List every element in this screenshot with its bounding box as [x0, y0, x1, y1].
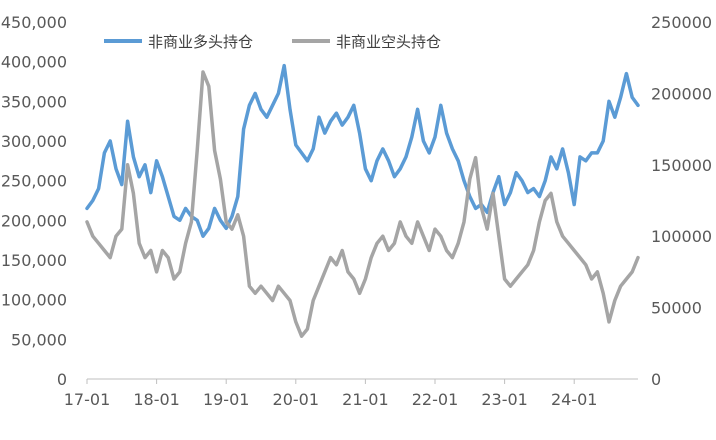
x-tick-label: 17-01	[64, 390, 111, 409]
y-left-tick-label: 400,000	[1, 53, 67, 72]
series-line-long	[85, 63, 640, 238]
y-right-tick-label: 50000	[651, 299, 702, 318]
y-left-tick-label: 200,000	[1, 211, 67, 230]
axes: 17-01 18-01 19-01 20-01 21-01 22-01 23-01 24-01…	[1, 13, 712, 409]
y-right-tick-label: 150000	[651, 156, 712, 175]
y-right-tick-label: 0	[651, 370, 661, 389]
legend-label-short: 非商业空头持仓	[336, 33, 441, 51]
series-layer	[85, 63, 640, 338]
y-left-tick-label: 0	[57, 370, 67, 389]
x-tick-label: 22-01	[412, 390, 459, 409]
y-left-tick-label: 350,000	[1, 92, 67, 111]
y-left-tick-label: 450,000	[1, 13, 67, 32]
x-tick-label: 21-01	[342, 390, 389, 409]
x-tick-label: 23-01	[481, 390, 528, 409]
y-right-tick-label: 200000	[651, 84, 712, 103]
legend-label-long: 非商业多头持仓	[148, 33, 253, 51]
y-left-tick-label: 50,000	[11, 330, 67, 349]
y-left-tick-label: 250,000	[1, 172, 67, 191]
x-tick-label: 20-01	[273, 390, 320, 409]
x-tick-label: 19-01	[203, 390, 250, 409]
y-left-tick-label: 100,000	[1, 291, 67, 310]
y-right-tick-label: 250000	[651, 13, 712, 32]
x-tick-label: 24-01	[551, 390, 598, 409]
x-tick-label: 18-01	[133, 390, 180, 409]
y-right-tick-label: 100000	[651, 227, 712, 246]
y-left-tick-label: 300,000	[1, 132, 67, 151]
series-line-short	[85, 70, 640, 338]
y-left-tick-label: 150,000	[1, 251, 67, 270]
legend: 非商业多头持仓 非商业空头持仓	[104, 33, 441, 51]
